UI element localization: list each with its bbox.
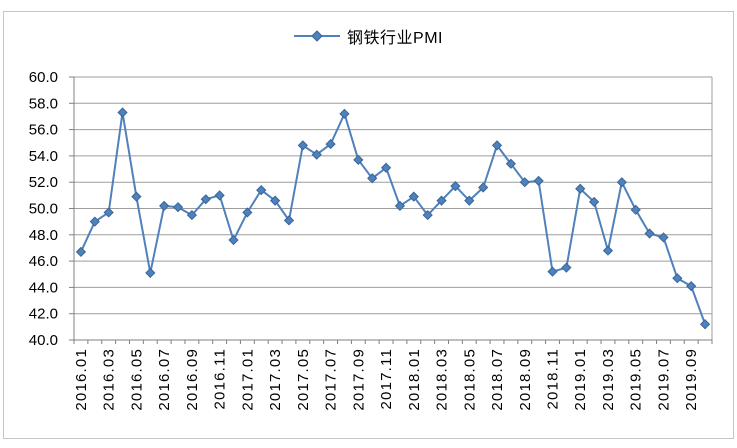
data-point-marker xyxy=(200,194,211,205)
data-point-marker xyxy=(394,200,406,211)
data-point-marker xyxy=(464,195,475,206)
y-axis-label: 56.0 xyxy=(29,122,58,139)
data-point-marker xyxy=(311,149,322,160)
x-axis-label: 2016.11 xyxy=(212,348,229,410)
x-axis-label: 2017.03 xyxy=(267,348,284,411)
data-point-marker xyxy=(283,215,295,226)
x-axis-label: 2019.01 xyxy=(572,348,589,411)
x-axis-label: 2018.05 xyxy=(461,348,478,411)
data-point-marker xyxy=(131,191,142,202)
data-point-marker xyxy=(145,267,156,279)
data-point-marker xyxy=(561,262,572,273)
data-point-marker xyxy=(602,245,614,256)
x-axis-label: 2018.07 xyxy=(489,348,506,411)
data-point-marker xyxy=(270,195,281,206)
y-axis-label: 46.0 xyxy=(29,253,58,270)
x-axis-label: 2017.05 xyxy=(295,348,312,411)
x-axis-label: 2019.05 xyxy=(628,348,645,411)
data-point-marker xyxy=(505,158,516,169)
y-axis-label: 42.0 xyxy=(29,306,58,323)
x-axis-label: 2019.07 xyxy=(655,348,672,411)
data-point-marker xyxy=(644,228,655,239)
x-axis-label: 2017.11 xyxy=(378,348,395,410)
data-point-marker xyxy=(699,319,711,330)
data-point-marker xyxy=(491,140,503,151)
data-point-marker xyxy=(589,196,600,208)
data-point-marker xyxy=(242,207,253,218)
x-axis-label: 2017.09 xyxy=(350,348,367,411)
y-axis-label: 54.0 xyxy=(29,148,58,165)
legend-marker-svg xyxy=(294,30,341,42)
data-point-marker xyxy=(519,177,530,188)
x-axis-label: 2018.01 xyxy=(406,348,423,411)
data-point-marker xyxy=(172,202,184,213)
data-point-marker xyxy=(353,154,364,165)
data-point-marker xyxy=(672,273,683,284)
data-point-marker xyxy=(408,191,419,202)
data-point-marker xyxy=(228,234,239,246)
y-axis-label: 58.0 xyxy=(29,95,58,112)
data-point-marker xyxy=(422,209,433,221)
data-point-marker xyxy=(533,175,544,186)
x-axis-label: 2019.09 xyxy=(683,348,700,411)
data-point-marker xyxy=(575,183,586,194)
data-point-marker xyxy=(630,204,641,215)
x-axis-label: 2017.07 xyxy=(323,348,340,411)
data-point-marker xyxy=(380,162,392,173)
legend: 钢铁行业PMI xyxy=(0,24,737,48)
y-axis-label: 52.0 xyxy=(29,174,58,191)
data-point-marker xyxy=(616,177,627,188)
pmi-line xyxy=(79,111,707,325)
x-axis-label: 2018.03 xyxy=(434,348,451,411)
data-point-marker xyxy=(325,138,336,150)
data-point-marker xyxy=(478,182,489,193)
data-point-marker xyxy=(547,266,558,277)
y-axis-label: 60.0 xyxy=(29,69,58,86)
data-point-marker xyxy=(436,195,447,206)
x-axis-label: 2018.11 xyxy=(545,348,562,410)
x-axis-label: 2016.09 xyxy=(184,348,201,411)
x-axis-label: 2016.07 xyxy=(156,348,173,411)
x-axis-label: 2016.03 xyxy=(101,348,118,411)
data-point-marker xyxy=(686,280,697,292)
y-axis-label: 44.0 xyxy=(29,279,58,296)
y-axis-label: 50.0 xyxy=(29,201,58,218)
data-point-marker xyxy=(117,107,128,118)
data-point-marker xyxy=(159,200,170,211)
y-axis-label: 48.0 xyxy=(29,227,58,244)
data-point-marker xyxy=(450,181,461,192)
x-axis-label: 2017.01 xyxy=(239,348,256,411)
y-axis-label: 40.0 xyxy=(29,332,58,349)
x-axis-label: 2018.09 xyxy=(517,348,534,411)
x-axis-label: 2016.05 xyxy=(128,348,145,411)
legend-line-diamond-icon xyxy=(294,30,341,42)
data-point-marker xyxy=(89,216,100,227)
data-point-marker xyxy=(75,246,87,258)
data-point-marker xyxy=(367,173,378,184)
data-point-marker xyxy=(658,232,669,243)
data-point-marker xyxy=(256,184,267,196)
data-point-marker xyxy=(297,140,308,151)
x-axis-label: 2016.01 xyxy=(73,348,90,411)
legend-label: 钢铁行业PMI xyxy=(347,30,443,47)
x-axis-label: 2019.03 xyxy=(600,348,617,411)
data-point-marker xyxy=(186,209,197,221)
data-point-marker xyxy=(339,108,350,119)
data-point-marker xyxy=(214,190,225,201)
data-point-marker xyxy=(103,207,114,218)
